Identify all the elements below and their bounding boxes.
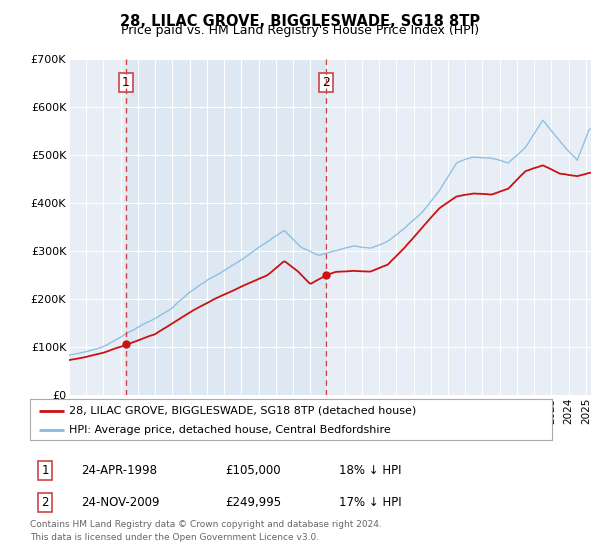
Text: 2: 2 (322, 76, 329, 89)
Text: HPI: Average price, detached house, Central Bedfordshire: HPI: Average price, detached house, Cent… (69, 425, 391, 435)
Text: 2: 2 (41, 496, 49, 509)
Text: 28, LILAC GROVE, BIGGLESWADE, SG18 8TP (detached house): 28, LILAC GROVE, BIGGLESWADE, SG18 8TP (… (69, 405, 416, 416)
Text: 1: 1 (41, 464, 49, 477)
Text: £249,995: £249,995 (225, 496, 281, 509)
Text: 24-NOV-2009: 24-NOV-2009 (81, 496, 160, 509)
Text: 28, LILAC GROVE, BIGGLESWADE, SG18 8TP: 28, LILAC GROVE, BIGGLESWADE, SG18 8TP (120, 14, 480, 29)
Text: 24-APR-1998: 24-APR-1998 (81, 464, 157, 477)
Text: Contains HM Land Registry data © Crown copyright and database right 2024.: Contains HM Land Registry data © Crown c… (30, 520, 382, 529)
Text: £105,000: £105,000 (225, 464, 281, 477)
Text: 18% ↓ HPI: 18% ↓ HPI (339, 464, 401, 477)
Text: This data is licensed under the Open Government Licence v3.0.: This data is licensed under the Open Gov… (30, 533, 319, 542)
Bar (126, 59, 326, 395)
Text: Price paid vs. HM Land Registry's House Price Index (HPI): Price paid vs. HM Land Registry's House … (121, 24, 479, 37)
Text: 17% ↓ HPI: 17% ↓ HPI (339, 496, 401, 509)
Text: 1: 1 (122, 76, 130, 89)
